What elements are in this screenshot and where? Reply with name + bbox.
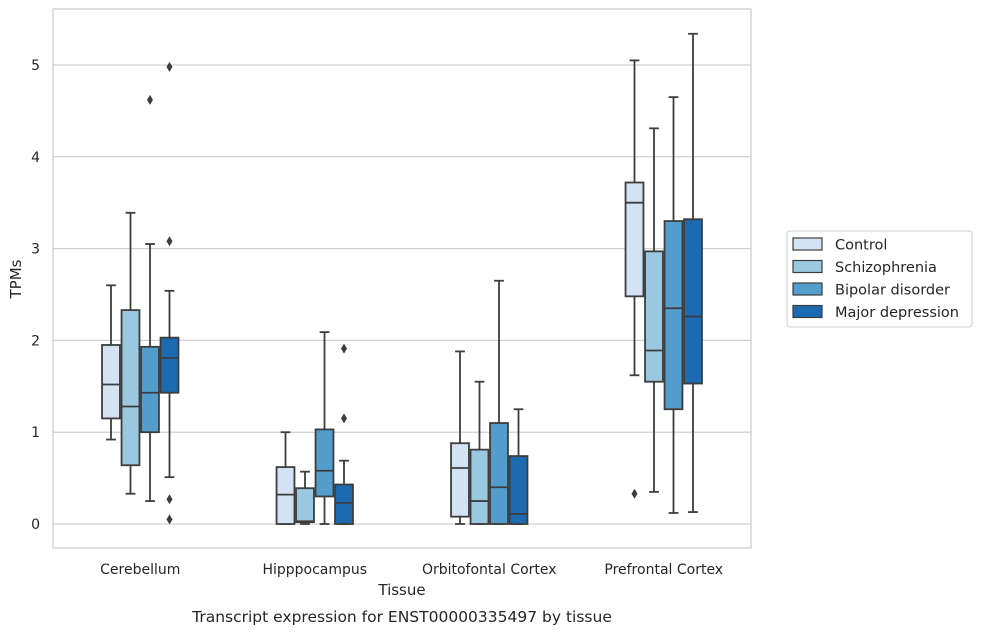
outlier-point [147, 94, 153, 105]
box-iqr [334, 483, 354, 525]
x-tick-label: Hipppocampus [262, 562, 367, 578]
box-bipolar-disorder [489, 279, 509, 525]
box-iqr [101, 344, 121, 420]
box-bipolar-disorder [314, 331, 335, 525]
legend-label: Control [835, 238, 887, 254]
box-iqr [489, 422, 509, 525]
box-iqr [295, 487, 315, 524]
figure-caption: Transcript expression for ENST0000033549… [191, 608, 612, 626]
legend: Control Schizophrenia Bipolar disorder Majo… [786, 230, 973, 328]
outlier-point [341, 343, 347, 354]
box-schizophrenia [295, 470, 315, 525]
box-control [275, 431, 296, 525]
box-bipolar-disorder [663, 96, 684, 514]
legend-swatch [792, 282, 823, 296]
box-control [450, 350, 470, 525]
legend-label: Schizophrenia [835, 260, 937, 276]
box-schizophrenia [120, 211, 141, 495]
y-tick-label: 3 [31, 242, 40, 258]
box-iqr [683, 218, 703, 385]
outlier-point [631, 488, 638, 499]
box-iqr [663, 220, 684, 411]
box-iqr [314, 428, 335, 498]
y-tick-label: 4 [31, 150, 40, 166]
legend-swatch [792, 237, 823, 251]
box-control [101, 284, 121, 441]
box-schizophrenia [469, 380, 490, 525]
box-iqr [159, 336, 180, 394]
x-tick-label: Cerebellum [100, 562, 180, 578]
legend-swatch [792, 259, 823, 274]
box-iqr [508, 455, 529, 525]
outlier-point [166, 494, 173, 505]
y-tick-label: 0 [31, 517, 40, 533]
legend-swatch [792, 304, 823, 319]
x-tick-labels: Cerebellum Hipppocampus Orbitofontal Corte… [100, 562, 723, 578]
plot-frame [52, 8, 752, 549]
outlier-point [341, 413, 347, 424]
y-axis-label: TPMs [7, 259, 25, 299]
box-iqr [469, 448, 490, 525]
x-tick-label: Orbitofontal Cortex [422, 562, 557, 578]
box-major-depression [159, 61, 180, 525]
box-major-depression [683, 32, 703, 513]
box-iqr [120, 309, 141, 467]
outlier-point [166, 236, 173, 247]
box-iqr [140, 345, 160, 434]
box-bipolar-disorder [140, 94, 160, 502]
y-tick-label: 2 [31, 333, 40, 349]
box-major-depression [508, 408, 529, 525]
box-schizophrenia [644, 127, 664, 493]
x-axis-label: Tissue [377, 581, 425, 599]
legend-label: Major depression [835, 305, 959, 321]
x-tick-label: Prefrontal Cortex [604, 562, 723, 578]
box-iqr [450, 442, 470, 518]
outlier-point [166, 61, 173, 72]
y-tick-label: 5 [31, 58, 40, 74]
box-iqr [275, 466, 296, 525]
box-control [624, 59, 645, 499]
box-iqr [644, 250, 664, 383]
y-tick-label: 1 [31, 425, 40, 441]
box-iqr [624, 181, 645, 298]
legend-label: Bipolar disorder [835, 283, 950, 299]
y-tick-labels: 0 1 2 3 4 5 [31, 58, 40, 533]
legend-frame [786, 230, 973, 328]
box-major-depression [334, 343, 354, 525]
box-groups [101, 32, 703, 525]
outlier-point [166, 514, 173, 525]
